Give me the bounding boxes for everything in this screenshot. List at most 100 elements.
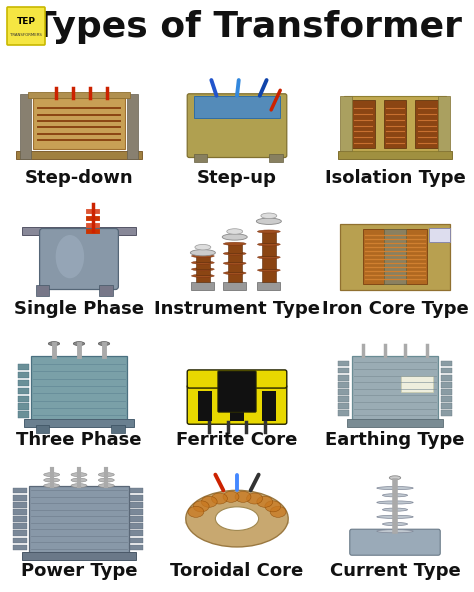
Ellipse shape bbox=[265, 501, 281, 512]
Ellipse shape bbox=[261, 213, 277, 218]
Text: Step-up: Step-up bbox=[197, 169, 277, 187]
Bar bbox=[20, 94, 31, 159]
Text: Isolation Type: Isolation Type bbox=[325, 169, 465, 187]
Bar bbox=[440, 396, 452, 402]
Text: Types of Transformer: Types of Transformer bbox=[32, 10, 462, 44]
Bar bbox=[129, 516, 143, 522]
Bar bbox=[100, 285, 113, 296]
Bar bbox=[29, 485, 129, 553]
Bar bbox=[338, 410, 349, 416]
Bar bbox=[440, 382, 452, 388]
Ellipse shape bbox=[222, 234, 247, 240]
Ellipse shape bbox=[227, 229, 243, 234]
Bar bbox=[198, 391, 212, 421]
Text: Iron Core Type: Iron Core Type bbox=[322, 300, 468, 318]
Bar bbox=[228, 253, 242, 262]
Ellipse shape bbox=[98, 472, 114, 477]
Bar bbox=[440, 389, 452, 395]
Ellipse shape bbox=[211, 493, 228, 504]
Bar bbox=[338, 361, 349, 366]
Ellipse shape bbox=[257, 269, 280, 272]
Bar bbox=[228, 273, 242, 282]
Text: Instrument Type: Instrument Type bbox=[154, 300, 320, 318]
Text: TRANSFORMERS: TRANSFORMERS bbox=[10, 33, 42, 37]
Ellipse shape bbox=[256, 218, 282, 224]
Bar bbox=[347, 419, 443, 427]
Bar bbox=[13, 495, 27, 501]
Bar bbox=[344, 96, 446, 151]
Bar bbox=[36, 285, 49, 296]
Ellipse shape bbox=[257, 256, 280, 259]
Ellipse shape bbox=[270, 506, 286, 517]
Text: Toroidal Core: Toroidal Core bbox=[170, 562, 304, 580]
Text: TEP: TEP bbox=[17, 17, 36, 26]
Bar bbox=[28, 92, 130, 98]
Ellipse shape bbox=[188, 506, 204, 517]
Bar bbox=[338, 151, 452, 159]
Bar bbox=[13, 530, 27, 536]
Ellipse shape bbox=[71, 478, 87, 482]
Bar bbox=[18, 364, 29, 371]
Ellipse shape bbox=[389, 476, 401, 480]
Bar bbox=[129, 523, 143, 529]
Bar bbox=[13, 488, 27, 494]
Bar bbox=[338, 396, 349, 402]
Ellipse shape bbox=[377, 530, 413, 533]
Ellipse shape bbox=[55, 235, 84, 278]
Bar bbox=[22, 552, 136, 559]
Ellipse shape bbox=[191, 268, 214, 271]
Ellipse shape bbox=[246, 493, 263, 504]
Text: Power Type: Power Type bbox=[21, 562, 137, 580]
Bar bbox=[262, 244, 276, 256]
Bar bbox=[129, 488, 143, 494]
Bar bbox=[31, 356, 127, 421]
Ellipse shape bbox=[193, 501, 209, 512]
Bar bbox=[363, 229, 427, 284]
Bar bbox=[24, 419, 134, 427]
Bar bbox=[440, 375, 452, 381]
Bar bbox=[416, 101, 438, 147]
Bar bbox=[383, 101, 406, 147]
FancyBboxPatch shape bbox=[350, 529, 440, 555]
Bar bbox=[338, 403, 349, 409]
Bar bbox=[191, 282, 214, 289]
Ellipse shape bbox=[191, 274, 214, 278]
FancyBboxPatch shape bbox=[218, 371, 256, 412]
Ellipse shape bbox=[195, 244, 211, 250]
Bar bbox=[13, 516, 27, 522]
Bar bbox=[18, 411, 29, 417]
Bar bbox=[228, 263, 242, 272]
Bar bbox=[196, 269, 210, 275]
Ellipse shape bbox=[377, 501, 413, 504]
Ellipse shape bbox=[377, 487, 413, 490]
Bar bbox=[228, 244, 242, 253]
Ellipse shape bbox=[223, 242, 246, 245]
Bar bbox=[338, 375, 349, 381]
Bar bbox=[257, 282, 280, 289]
Bar bbox=[352, 101, 374, 147]
Bar bbox=[194, 96, 280, 118]
Bar bbox=[196, 256, 210, 262]
Bar bbox=[352, 356, 438, 421]
Bar bbox=[18, 395, 29, 402]
Ellipse shape bbox=[383, 508, 408, 511]
Bar bbox=[18, 372, 29, 378]
Text: Single Phase: Single Phase bbox=[14, 300, 144, 318]
Ellipse shape bbox=[98, 342, 109, 346]
Bar bbox=[18, 380, 29, 386]
Bar bbox=[18, 403, 29, 410]
Bar bbox=[129, 509, 143, 514]
Ellipse shape bbox=[257, 243, 280, 246]
Ellipse shape bbox=[215, 507, 259, 530]
Ellipse shape bbox=[223, 272, 246, 275]
Bar bbox=[338, 389, 349, 395]
Bar bbox=[13, 545, 27, 550]
FancyBboxPatch shape bbox=[187, 385, 287, 424]
FancyBboxPatch shape bbox=[40, 229, 118, 289]
Ellipse shape bbox=[235, 491, 251, 503]
Ellipse shape bbox=[191, 261, 214, 264]
Bar bbox=[262, 391, 276, 421]
Bar bbox=[262, 258, 276, 269]
Bar bbox=[17, 151, 142, 159]
Text: Earthing Type: Earthing Type bbox=[325, 431, 465, 449]
